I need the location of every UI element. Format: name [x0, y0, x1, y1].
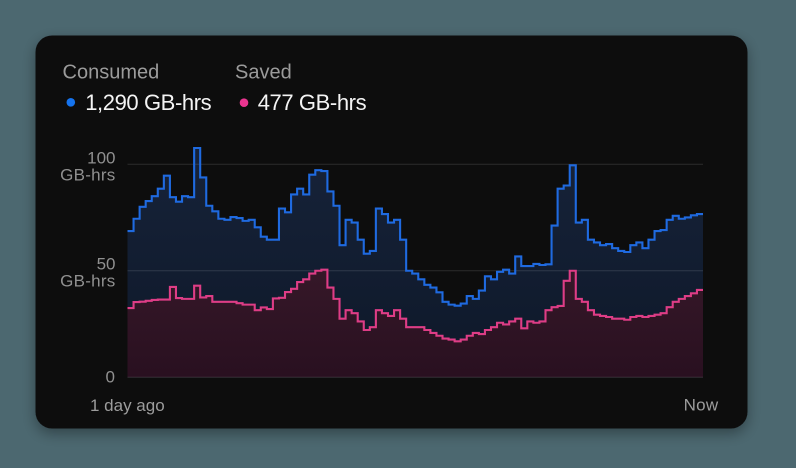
- svg-text:Now: Now: [684, 396, 719, 415]
- svg-text:Consumed: Consumed: [63, 61, 160, 83]
- svg-text:100: 100: [87, 148, 115, 167]
- svg-text:Saved: Saved: [235, 61, 292, 83]
- svg-text:0: 0: [106, 368, 115, 387]
- svg-text:1 day ago: 1 day ago: [90, 396, 165, 415]
- svg-text:50: 50: [97, 254, 116, 273]
- svg-text:477 GB-hrs: 477 GB-hrs: [258, 90, 367, 115]
- svg-text:GB-hrs: GB-hrs: [60, 165, 115, 184]
- svg-text:1,290 GB-hrs: 1,290 GB-hrs: [85, 90, 211, 115]
- svg-text:GB-hrs: GB-hrs: [60, 271, 115, 290]
